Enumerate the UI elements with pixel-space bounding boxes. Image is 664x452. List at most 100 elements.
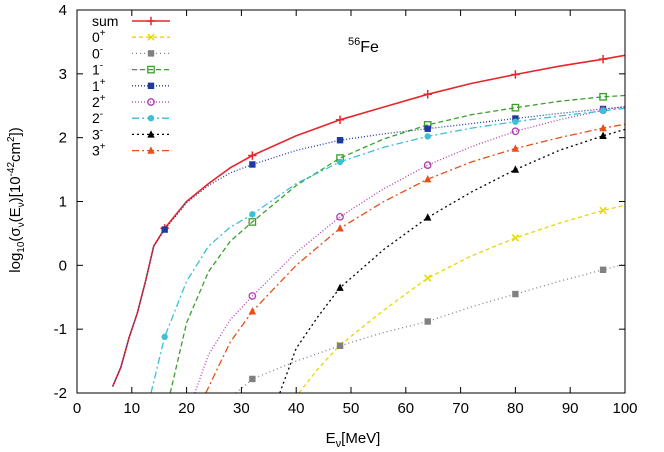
series-0-plus-point — [423, 274, 432, 282]
series-3-plus-point — [336, 224, 344, 232]
series-0-plus-point — [511, 234, 520, 242]
x-axis-title-main: E — [326, 430, 336, 447]
legend-label-text: 1 — [92, 62, 100, 78]
series-3-minus-point — [599, 131, 607, 139]
series-3-minus — [279, 128, 625, 393]
legend-label-sup: + — [100, 28, 106, 39]
x-tick-label: 80 — [507, 400, 524, 417]
series-3-plus-point — [248, 307, 257, 315]
series-3-minus-point — [424, 213, 432, 221]
series-0-minus-point — [512, 290, 519, 298]
x-tick-label: 50 — [343, 400, 360, 417]
x-tick-label: 0 — [73, 400, 81, 417]
series-0-minus-line — [235, 263, 625, 393]
legend-marker — [147, 130, 155, 138]
series-1-minus-line — [169, 94, 625, 393]
series-0-plus — [298, 204, 625, 393]
series-0-plus-point — [599, 206, 607, 215]
y-axis-title: log10(σν(Eν)[10-42cm2]) — [6, 127, 27, 272]
series-3-plus-line — [205, 123, 625, 393]
series-1-minus-point — [599, 92, 607, 101]
legend-label-text: 1 — [92, 78, 100, 94]
legend-marker — [147, 33, 155, 41]
x-tick-label: 90 — [562, 400, 579, 417]
series-sum-point — [335, 115, 345, 124]
series-2-plus-point — [336, 212, 344, 221]
legend-label-sup: + — [100, 93, 106, 104]
y-axis-title-p6: ]) — [7, 127, 24, 136]
series-2-plus-point — [511, 127, 520, 136]
legend-label-sup: - — [100, 125, 103, 136]
isotope-element: Fe — [360, 39, 379, 56]
y-tick-label: -2 — [54, 385, 67, 402]
series-0-minus-point — [249, 375, 256, 383]
x-tick-label: 40 — [288, 400, 305, 417]
x-axis-title-sub: ν — [336, 438, 342, 450]
legend-label-text: 0 — [92, 29, 100, 45]
legend-label-text: 2 — [92, 94, 100, 110]
y-axis-title-p5: cm — [7, 142, 24, 162]
legend-marker — [147, 115, 155, 122]
legend-label: sum — [92, 13, 118, 29]
legend-label-sup: - — [100, 44, 103, 55]
y-axis-title-sub2: ν — [16, 222, 27, 227]
series-sum — [111, 54, 625, 387]
legend-marker — [147, 82, 155, 89]
legend-label: 2- — [92, 109, 103, 126]
x-tick-label: 100 — [612, 400, 637, 417]
legend-label-text: 3 — [92, 126, 100, 142]
legend-item-0-plus: 0+ — [92, 28, 170, 45]
series-sum-point — [511, 70, 520, 79]
legend-label: 2+ — [92, 93, 106, 110]
y-tick-label: 0 — [59, 257, 67, 274]
legend-item-2-minus: 2- — [92, 109, 170, 126]
series-2-minus-point — [336, 158, 344, 166]
x-tick-label: 10 — [123, 400, 140, 417]
series-0-plus-line — [298, 204, 625, 393]
x-tick-label: 70 — [452, 400, 469, 417]
legend-item-3-minus: 3- — [92, 125, 170, 142]
legend-item-1-minus: 1- — [92, 61, 170, 78]
legend-label-text: sum — [92, 13, 118, 29]
series-1-plus-point — [249, 161, 256, 168]
series-2-minus — [150, 107, 625, 393]
legend-item-0-minus: 0- — [92, 44, 170, 61]
y-tick-label: 2 — [59, 130, 67, 147]
series-2-plus — [194, 105, 625, 393]
legend-label: 0+ — [92, 28, 106, 45]
series-1-plus-point — [161, 226, 168, 233]
legend-label: 1+ — [92, 77, 106, 94]
series-sum-point — [423, 90, 432, 99]
series-1-plus-point — [336, 137, 344, 144]
x-axis-title: Eν[MeV] — [326, 430, 381, 450]
legend-label-sup: - — [100, 61, 103, 72]
legend-marker — [147, 50, 155, 57]
x-tick-label: 60 — [397, 400, 414, 417]
series-1-plus-line — [112, 106, 625, 387]
legend-item-2-plus: 2+ — [92, 93, 170, 110]
legend-marker — [147, 98, 155, 106]
series-2-plus-line — [194, 105, 625, 393]
legend-label-text: 3 — [92, 143, 100, 159]
series-sum-point — [248, 151, 257, 160]
y-tick-label: -1 — [54, 321, 67, 338]
series-3-plus-point — [424, 174, 432, 183]
y-axis-title-p3: (E — [7, 207, 24, 222]
y-axis-title-sup1: -42 — [6, 162, 17, 177]
legend-item-1-plus: 1+ — [92, 77, 170, 94]
series-3-minus-point — [336, 283, 344, 291]
y-axis-title-sub3: ν — [16, 202, 27, 207]
series-2-minus-point — [599, 107, 607, 115]
series-sum-point — [598, 54, 608, 64]
series-3-plus-point — [599, 123, 607, 132]
series-2-minus-point — [161, 333, 168, 341]
series-3-minus-point — [511, 165, 520, 173]
y-axis-title-p2: (σ — [7, 227, 24, 242]
isotope-mass: 56 — [348, 36, 360, 48]
y-axis-title-p4: )[10 — [7, 176, 24, 202]
series-2-plus-point — [423, 161, 432, 169]
legend-marker — [147, 65, 155, 74]
legend-label: 0- — [92, 44, 103, 61]
